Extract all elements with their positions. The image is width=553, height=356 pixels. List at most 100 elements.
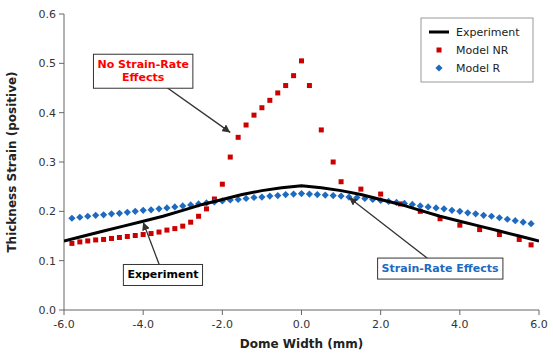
scatter-point	[456, 208, 463, 215]
scatter-point	[339, 179, 344, 184]
scatter-point	[188, 220, 193, 225]
scatter-point	[266, 192, 273, 199]
scatter-point	[319, 127, 324, 132]
scatter-point	[290, 190, 297, 197]
scatter-point	[157, 230, 162, 235]
x-tick-label: -2.0	[212, 318, 233, 331]
y-tick	[59, 63, 64, 64]
scatter-point	[140, 207, 147, 214]
scatter-point	[432, 204, 439, 211]
scatter-point	[149, 231, 154, 236]
scatter-point	[100, 211, 107, 218]
scatter-point	[164, 228, 169, 233]
scatter-point	[299, 58, 304, 63]
x-tick	[380, 310, 381, 315]
legend-label: Model NR	[456, 44, 509, 57]
scatter-point	[259, 105, 264, 110]
scatter-point	[92, 212, 99, 219]
chart: -6.0-4.0-2.00.02.04.06.00.00.10.20.30.40…	[0, 0, 553, 356]
scatter-point	[527, 220, 534, 227]
scatter-point	[109, 236, 114, 241]
y-tick-label: 0.2	[39, 205, 57, 218]
scatter-point	[322, 191, 329, 198]
x-tick	[222, 310, 223, 315]
scatter-point	[440, 205, 447, 212]
legend-label: Model R	[456, 62, 501, 75]
annotation-arrow	[349, 198, 440, 269]
y-tick-label: 0.0	[39, 304, 57, 317]
scatter-point	[496, 214, 503, 221]
legend-swatch	[429, 31, 449, 34]
x-tick-label: 4.0	[451, 318, 469, 331]
scatter-point	[274, 192, 281, 199]
scatter-point	[76, 214, 83, 221]
scatter-point	[244, 123, 249, 128]
annotation-text: Experiment	[127, 268, 198, 281]
legend-label: Experiment	[456, 26, 520, 39]
scatter-point	[275, 90, 280, 95]
scatter-point	[464, 209, 471, 216]
annotation-text: No Strain-RateEffects	[97, 58, 188, 84]
scatter-point	[108, 210, 115, 217]
y-tick	[59, 162, 64, 163]
annotation: Strain-Rate Effects	[349, 198, 503, 280]
scatter-point	[77, 239, 82, 244]
scatter-point	[378, 192, 383, 197]
scatter-point	[132, 208, 139, 215]
scatter-point	[101, 237, 106, 242]
scatter-point	[480, 212, 487, 219]
scatter-point	[283, 83, 288, 88]
scatter-point	[520, 219, 527, 226]
scatter-point	[228, 155, 233, 160]
x-tick	[459, 310, 460, 315]
annotation: Experiment	[123, 222, 202, 285]
scatter-point	[163, 204, 170, 211]
scatter-point	[282, 191, 289, 198]
x-tick-label: -6.0	[53, 318, 74, 331]
scatter-point	[457, 223, 462, 228]
scatter-point	[171, 203, 178, 210]
scatter-point	[252, 113, 257, 118]
scatter-point	[133, 233, 138, 238]
y-tick-label: 0.4	[39, 107, 57, 120]
annotation-line: Strain-Rate Effects	[382, 262, 499, 275]
scatter-point	[337, 192, 344, 199]
x-tick-label: 0.0	[293, 318, 311, 331]
x-tick-label: 6.0	[530, 318, 548, 331]
annotation-line: Experiment	[127, 268, 198, 281]
legend-box	[421, 18, 533, 82]
scatter-point	[180, 224, 185, 229]
y-tick	[59, 14, 64, 15]
scatter-point	[504, 216, 511, 223]
y-tick	[59, 260, 64, 261]
scatter-point	[172, 226, 177, 231]
x-tick-label: 2.0	[372, 318, 390, 331]
scatter-point	[330, 192, 337, 199]
scatter-point	[488, 213, 495, 220]
scatter-point	[236, 135, 241, 140]
scatter-point	[250, 194, 257, 201]
scatter-point	[307, 83, 312, 88]
annotation-box	[123, 264, 202, 285]
scatter-point	[196, 214, 201, 219]
scatter-point	[512, 217, 519, 224]
y-tick-label: 0.5	[39, 57, 57, 70]
scatter-point	[331, 160, 336, 165]
y-tick	[59, 112, 64, 113]
scatter-point	[291, 73, 296, 78]
y-tick-label: 0.3	[39, 156, 57, 169]
scatter-point	[267, 98, 272, 103]
scatter-point	[124, 209, 131, 216]
scatter-point	[448, 207, 455, 214]
annotation-box	[93, 54, 192, 88]
legend-swatch	[435, 64, 442, 71]
annotation-box	[378, 258, 503, 279]
scatter-point	[358, 187, 363, 192]
x-tick-label: -4.0	[132, 318, 153, 331]
scatter-point	[68, 215, 75, 222]
x-axis-title: Dome Width (mm)	[240, 337, 363, 351]
y-axis-title: Thickness Strain (positive)	[5, 71, 19, 252]
annotation: No Strain-RateEffects	[93, 54, 230, 132]
legend: Experiment Model NR Model R	[421, 18, 533, 82]
legend-swatch	[437, 48, 442, 53]
